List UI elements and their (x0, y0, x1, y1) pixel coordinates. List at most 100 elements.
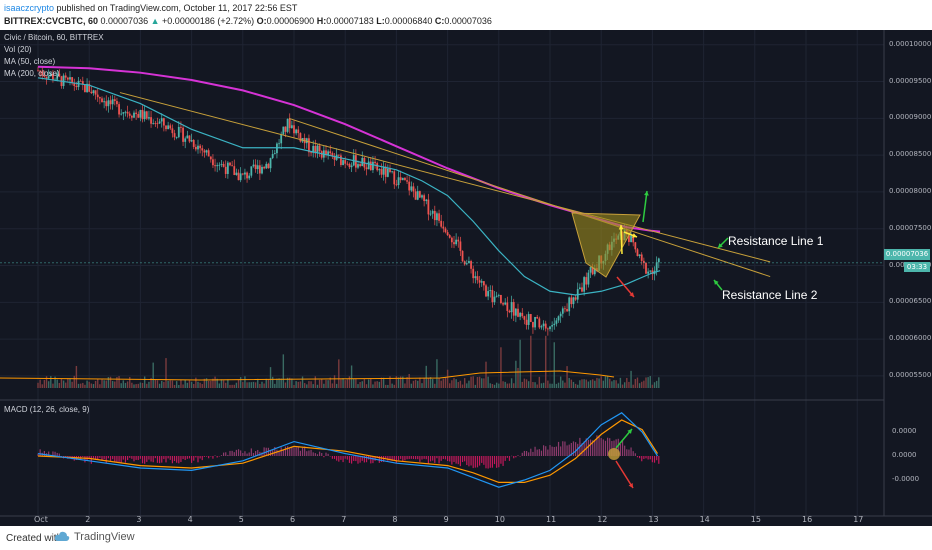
volume-bar (474, 384, 477, 388)
macd-histogram-bar (545, 446, 547, 456)
macd-histogram-bar (639, 456, 641, 459)
volume-bar (434, 383, 436, 388)
volume-bar (638, 383, 641, 388)
volume-bar (361, 381, 363, 388)
volume-bar (109, 376, 112, 388)
volume-bar (449, 383, 451, 388)
macd-histogram-bar (203, 456, 205, 457)
macd-histogram-bar (355, 456, 357, 462)
drawing-objects (0, 92, 884, 489)
macd-histogram-bar (508, 456, 511, 461)
candle-body (480, 281, 483, 283)
candle-body (41, 71, 44, 76)
volume-bar (188, 380, 191, 388)
tradingview-brand[interactable]: TradingView (54, 531, 135, 543)
macd-histogram-bar (82, 456, 84, 457)
volume-bar (271, 376, 274, 388)
macd-histogram-bar (333, 456, 336, 459)
volume-bar (178, 384, 180, 388)
volume-bar (346, 379, 349, 388)
volume-bar (574, 383, 577, 388)
candle-body (570, 297, 573, 305)
macd-histogram-bar (547, 449, 549, 456)
candle-body (244, 172, 246, 175)
macd-histogram-bar (282, 449, 284, 456)
volume-bar (37, 382, 39, 388)
volume-bar (335, 383, 338, 388)
volume-bar (124, 382, 127, 388)
macd-histogram-bar (99, 456, 101, 458)
volume-bar (122, 380, 125, 388)
macd-histogram-bar (543, 445, 545, 456)
time-tick-label: 16 (802, 515, 813, 524)
macd-histogram-bar (438, 456, 440, 464)
volume-bar (429, 377, 432, 388)
candle-body (231, 165, 234, 167)
volume-bar (111, 381, 114, 388)
macd-histogram-bar (513, 456, 515, 459)
volume-bar (301, 376, 304, 388)
chart-canvas[interactable] (0, 30, 932, 526)
volume-bar (372, 384, 374, 388)
macd-histogram-bar (220, 455, 223, 456)
chart-area[interactable]: Civic / Bitcoin, 60, BITTREX Vol (20) MA… (0, 30, 932, 526)
macd-histogram-bar (519, 456, 521, 457)
candle-body (201, 148, 204, 151)
price-tick-label: 0.00007500 (889, 223, 932, 232)
volume-bar (310, 381, 312, 388)
volume-bar (190, 381, 193, 388)
volume-bar (50, 376, 52, 388)
candle-body (207, 150, 210, 157)
candle-body (150, 117, 152, 124)
volume-bar (545, 335, 547, 388)
candle-body (169, 125, 172, 129)
breakout-up-arrow (642, 190, 649, 223)
macd-histogram-bar (127, 456, 129, 461)
volume-bar (425, 365, 427, 388)
volume-bar (566, 366, 568, 388)
candle-body (657, 258, 660, 263)
macd-histogram-bar (135, 456, 137, 460)
macd-histogram-bar (596, 435, 598, 456)
volume-bar (248, 382, 250, 388)
macd-histogram-bar (156, 456, 159, 463)
candle-body (468, 261, 470, 264)
macd-histogram-bar (568, 444, 570, 456)
macd-histogram-bar (139, 456, 141, 459)
volume-bar (500, 347, 502, 388)
candle-body (331, 153, 334, 157)
macd-histogram-bar (56, 452, 58, 456)
macd-histogram-bar (214, 455, 216, 456)
candle-body (325, 150, 327, 155)
macd-histogram-bar (479, 456, 481, 466)
macd-histogram-bar (114, 456, 116, 463)
candle-body (429, 213, 432, 215)
macd-histogram-bar (609, 438, 611, 456)
volume-bar (653, 382, 656, 388)
macd-histogram-bar (342, 456, 344, 463)
volume-bar (568, 377, 570, 388)
arrow-head (627, 429, 632, 434)
volume-bar (212, 378, 214, 388)
candle-body (455, 239, 458, 245)
volume-bar (69, 378, 71, 388)
macd-histogram-bar (223, 452, 225, 456)
macd-histogram-bar (105, 456, 107, 464)
author-link[interactable]: isaaczcrypto (4, 3, 55, 13)
time-tick-label: 2 (85, 515, 91, 524)
volume-bar (114, 381, 116, 388)
macd-histogram-bar (218, 456, 220, 457)
candle-body (248, 175, 251, 179)
volume-bar (169, 380, 171, 388)
candle-body (126, 111, 129, 114)
macd-histogram-bar (103, 456, 105, 460)
volume-bar (623, 382, 626, 388)
candle-body (386, 168, 389, 177)
volume-bar (47, 381, 50, 388)
volume-bar (60, 378, 63, 388)
volume-bar (421, 383, 423, 388)
candle-body (194, 146, 197, 150)
candle-body (527, 314, 530, 325)
candle-body (171, 128, 174, 134)
volume-bar (621, 384, 624, 388)
